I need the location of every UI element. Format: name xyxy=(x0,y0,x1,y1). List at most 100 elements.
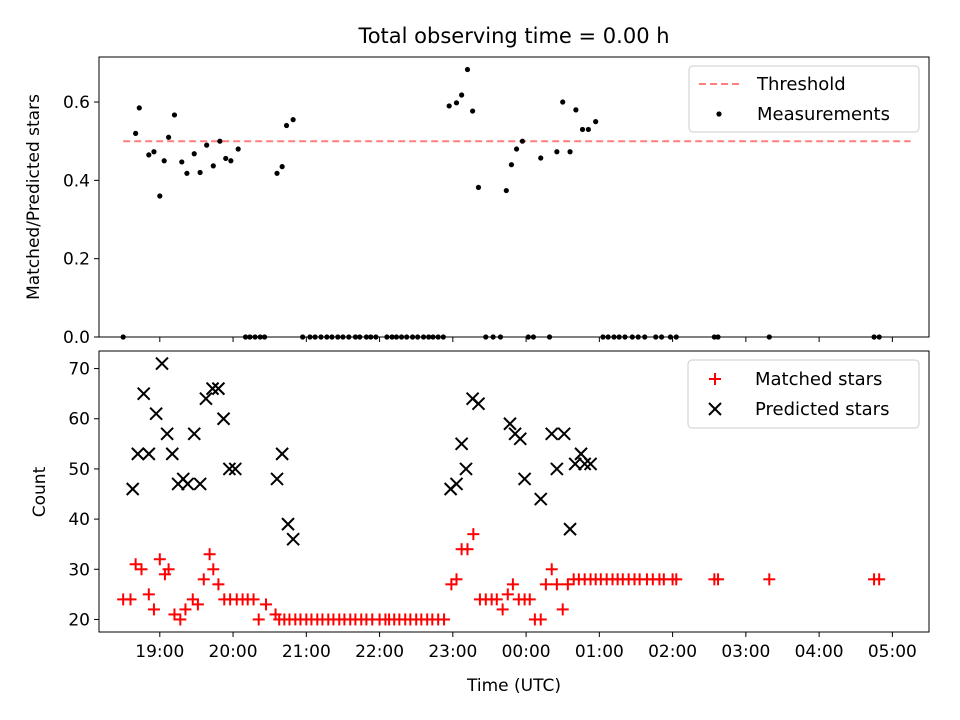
top-dot-point-77 xyxy=(593,119,599,125)
bottom-x-tick-label-4: 23:00 xyxy=(428,642,477,662)
top-dot-point-1 xyxy=(133,130,139,136)
bottom-y-axis-label: Count xyxy=(30,466,50,517)
top-dot-point-4 xyxy=(151,149,157,155)
top-dot-point-9 xyxy=(179,159,185,165)
bottom-x-point-21 xyxy=(281,517,295,531)
bottom-x-tick-label-9: 04:00 xyxy=(795,642,844,662)
top-dot-point-11 xyxy=(191,151,197,157)
bottom-x-point-31 xyxy=(513,432,527,446)
legend-predicted-label: Predicted stars xyxy=(755,399,889,420)
top-y-ticks: 0.0 0.2 0.4 0.6 xyxy=(63,93,99,348)
bottom-x-point-18 xyxy=(228,462,242,476)
bottom-plus-point-15 xyxy=(203,548,216,561)
bottom-x-tick-label-10: 05:00 xyxy=(868,642,917,662)
bottom-plus-point-16 xyxy=(207,563,220,576)
bottom-x-point-24 xyxy=(449,477,464,491)
bottom-plus-point-75 xyxy=(539,578,552,591)
bottom-x-point-10 xyxy=(180,477,195,491)
top-dot-point-17 xyxy=(228,158,234,164)
bottom-x-point-3 xyxy=(142,447,156,461)
top-dot-point-72 xyxy=(560,99,566,105)
bottom-x-point-19 xyxy=(270,472,284,486)
top-dot-point-57 xyxy=(464,66,471,73)
bottom-x-point-16 xyxy=(216,412,231,426)
bottom-plus-point-100 xyxy=(712,573,725,586)
top-y-tick-label-3: 0.6 xyxy=(63,93,90,113)
legend-predicted-swatch xyxy=(708,402,722,416)
top-y-tick-label-1: 0.2 xyxy=(63,250,90,270)
bottom-y-tick-label-4: 60 xyxy=(68,410,90,430)
top-dot-point-71 xyxy=(554,149,560,155)
bottom-x-point-41 xyxy=(583,457,598,471)
bottom-x-point-7 xyxy=(165,447,179,461)
bottom-plus-point-59 xyxy=(450,573,463,586)
bottom-x-point-34 xyxy=(545,427,559,441)
top-dot-point-16 xyxy=(223,155,229,162)
bottom-plus-point-67 xyxy=(496,603,509,616)
bottom-plus-point-76 xyxy=(545,563,558,576)
bottom-plus-point-66 xyxy=(490,593,503,606)
bottom-y-tick-label-5: 70 xyxy=(68,360,90,380)
bottom-x-point-29 xyxy=(503,417,517,431)
bottom-x-point-25 xyxy=(454,437,469,451)
top-dot-point-55 xyxy=(453,100,460,106)
bottom-x-point-38 xyxy=(568,457,582,471)
bottom-x-tick-label-2: 21:00 xyxy=(282,642,331,662)
top-dot-point-66 xyxy=(519,138,526,144)
legend-matched-swatch xyxy=(709,373,721,385)
top-dot-point-2 xyxy=(136,105,142,111)
top-dot-point-59 xyxy=(475,184,482,191)
bottom-plus-point-3 xyxy=(135,563,148,576)
legend-threshold-label: Threshold xyxy=(756,74,846,95)
bottom-plus-point-2 xyxy=(129,558,142,571)
bottom-legend-box xyxy=(687,359,920,429)
top-dot-point-25 xyxy=(279,164,285,170)
top-dot-point-73 xyxy=(567,149,573,155)
bottom-plus-point-77 xyxy=(550,578,563,591)
top-dot-point-64 xyxy=(508,162,515,168)
bottom-x-point-40 xyxy=(577,457,592,471)
bottom-x-point-12 xyxy=(193,477,207,491)
top-dot-point-8 xyxy=(171,112,178,118)
bottom-legend: Matched stars Predicted stars xyxy=(687,359,920,429)
top-panel: 0.0 0.2 0.4 0.6 Matched/Predicted stars Thr… xyxy=(24,56,930,348)
bottom-plus-point-4 xyxy=(142,588,155,601)
top-dot-point-75 xyxy=(579,126,586,133)
bottom-x-point-17 xyxy=(222,462,237,476)
top-x-ticks xyxy=(159,337,893,342)
bottom-plus-point-9 xyxy=(168,608,181,621)
bottom-x-tick-label-3: 22:00 xyxy=(355,642,404,662)
top-dot-point-14 xyxy=(210,163,216,169)
chart-title: Total observing time = 0.00 h xyxy=(357,24,669,48)
bottom-plus-point-13 xyxy=(191,598,204,611)
bottom-plot-frame xyxy=(98,350,930,633)
bottom-x-point-15 xyxy=(211,381,226,396)
bottom-plus-point-62 xyxy=(467,528,480,541)
bottom-y-tick-label-0: 20 xyxy=(68,610,90,630)
top-dot-point-27 xyxy=(290,117,296,123)
bottom-plus-point-74 xyxy=(534,613,547,626)
x-axis-label: Time (UTC) xyxy=(466,676,561,696)
bottom-x-point-28 xyxy=(471,396,486,411)
bottom-plus-point-5 xyxy=(147,603,160,616)
bottom-plus-point-11 xyxy=(179,603,192,616)
bottom-y-tick-label-1: 30 xyxy=(68,560,90,580)
bottom-x-ticks: 19:00 20:00 21:00 22:00 23:00 00:00 01:00 02:00… xyxy=(135,632,917,662)
bottom-x-point-14 xyxy=(205,381,220,396)
bottom-x-tick-label-7: 02:00 xyxy=(648,642,697,662)
top-dot-point-3 xyxy=(146,152,152,158)
bottom-x-point-2 xyxy=(136,386,151,401)
bottom-plus-point-10 xyxy=(174,613,187,626)
bottom-y-tick-label-3: 50 xyxy=(68,460,90,480)
top-dot-point-5 xyxy=(157,193,163,199)
bottom-plus-point-23 xyxy=(247,593,260,606)
top-dot-point-18 xyxy=(235,146,241,152)
bottom-x-tick-label-8: 03:00 xyxy=(721,642,770,662)
bottom-marks xyxy=(117,356,886,626)
top-y-tick-label-0: 0.0 xyxy=(63,328,90,348)
bottom-plus-point-12 xyxy=(186,593,199,606)
legend-measurements-swatch xyxy=(716,111,722,117)
bottom-plus-point-101 xyxy=(763,573,776,586)
bottom-plus-point-78 xyxy=(556,603,569,616)
bottom-x-tick-label-1: 20:00 xyxy=(209,642,258,662)
